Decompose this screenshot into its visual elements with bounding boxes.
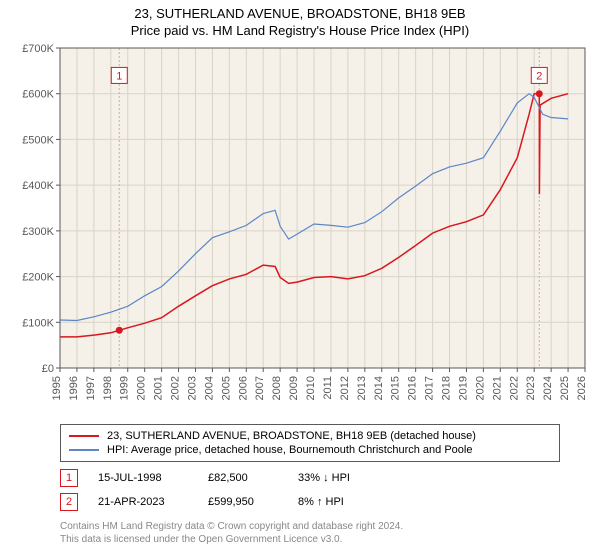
svg-text:2011: 2011: [322, 376, 334, 400]
footer: Contains HM Land Registry data © Crown c…: [60, 520, 560, 546]
svg-text:2004: 2004: [203, 376, 215, 400]
marker-price: £82,500: [208, 472, 298, 484]
svg-text:2019: 2019: [457, 376, 469, 400]
marker-pct: 33% ↓ HPI: [298, 472, 418, 484]
svg-text:£700K: £700K: [22, 43, 54, 55]
svg-text:2026: 2026: [576, 376, 588, 400]
svg-text:2024: 2024: [542, 376, 554, 400]
svg-text:£500K: £500K: [22, 134, 54, 146]
svg-text:2006: 2006: [237, 376, 249, 400]
titles: 23, SUTHERLAND AVENUE, BROADSTONE, BH18 …: [0, 0, 600, 38]
svg-text:£0: £0: [42, 363, 54, 375]
svg-text:£300K: £300K: [22, 226, 54, 238]
svg-text:2016: 2016: [407, 376, 419, 400]
legend-label: HPI: Average price, detached house, Bour…: [107, 444, 472, 456]
title-address: 23, SUTHERLAND AVENUE, BROADSTONE, BH18 …: [0, 6, 600, 21]
svg-text:£600K: £600K: [22, 89, 54, 101]
chart-container: 23, SUTHERLAND AVENUE, BROADSTONE, BH18 …: [0, 0, 600, 546]
footer-line: Contains HM Land Registry data © Crown c…: [60, 520, 560, 533]
svg-text:2015: 2015: [390, 376, 402, 400]
svg-text:£200K: £200K: [22, 272, 54, 284]
svg-text:£400K: £400K: [22, 180, 54, 192]
legend-row: 23, SUTHERLAND AVENUE, BROADSTONE, BH18 …: [69, 429, 551, 443]
sale-markers: 1 15-JUL-1998 £82,500 33% ↓ HPI 2 21-APR…: [60, 466, 560, 514]
svg-text:2: 2: [536, 70, 542, 82]
marker-pct: 8% ↑ HPI: [298, 496, 418, 508]
svg-text:2020: 2020: [474, 376, 486, 400]
svg-text:1996: 1996: [68, 376, 80, 400]
marker-row: 2 21-APR-2023 £599,950 8% ↑ HPI: [60, 490, 560, 514]
marker-date: 21-APR-2023: [98, 496, 208, 508]
marker-row: 1 15-JUL-1998 £82,500 33% ↓ HPI: [60, 466, 560, 490]
svg-text:2009: 2009: [288, 376, 300, 400]
svg-text:2023: 2023: [525, 376, 537, 400]
svg-text:2010: 2010: [305, 376, 317, 400]
svg-text:£100K: £100K: [22, 317, 54, 329]
title-subtitle: Price paid vs. HM Land Registry's House …: [0, 23, 600, 38]
svg-text:2017: 2017: [424, 376, 436, 400]
svg-text:2001: 2001: [153, 376, 165, 400]
svg-text:2018: 2018: [441, 376, 453, 400]
marker-price: £599,950: [208, 496, 298, 508]
legend-row: HPI: Average price, detached house, Bour…: [69, 443, 551, 457]
svg-text:2007: 2007: [254, 376, 266, 400]
legend-box: 23, SUTHERLAND AVENUE, BROADSTONE, BH18 …: [60, 424, 560, 462]
chart-svg: £0 £100K £200K £300K £400K £500K £600K £700K 199…: [0, 38, 600, 418]
svg-text:2005: 2005: [220, 376, 232, 400]
svg-text:2012: 2012: [339, 376, 351, 400]
footer-line: This data is licensed under the Open Gov…: [60, 533, 560, 546]
svg-text:2008: 2008: [271, 376, 283, 400]
legend-line-icon: [69, 449, 99, 451]
svg-text:1: 1: [116, 70, 122, 82]
svg-text:2003: 2003: [186, 376, 198, 400]
legend-line-icon: [69, 435, 99, 437]
marker-badge: 2: [60, 493, 78, 511]
svg-text:2002: 2002: [170, 376, 182, 400]
svg-text:2014: 2014: [373, 376, 385, 400]
chart: £0 £100K £200K £300K £400K £500K £600K £700K 199…: [0, 38, 600, 418]
marker-badge: 1: [60, 469, 78, 487]
svg-text:2000: 2000: [136, 376, 148, 400]
svg-text:1997: 1997: [85, 376, 97, 400]
svg-text:1995: 1995: [51, 376, 63, 400]
svg-text:2013: 2013: [356, 376, 368, 400]
svg-text:1998: 1998: [102, 376, 114, 400]
svg-text:2025: 2025: [559, 376, 571, 400]
svg-text:2021: 2021: [491, 376, 503, 400]
svg-text:1999: 1999: [119, 376, 131, 400]
marker-date: 15-JUL-1998: [98, 472, 208, 484]
svg-text:2022: 2022: [508, 376, 520, 400]
legend-label: 23, SUTHERLAND AVENUE, BROADSTONE, BH18 …: [107, 430, 476, 442]
